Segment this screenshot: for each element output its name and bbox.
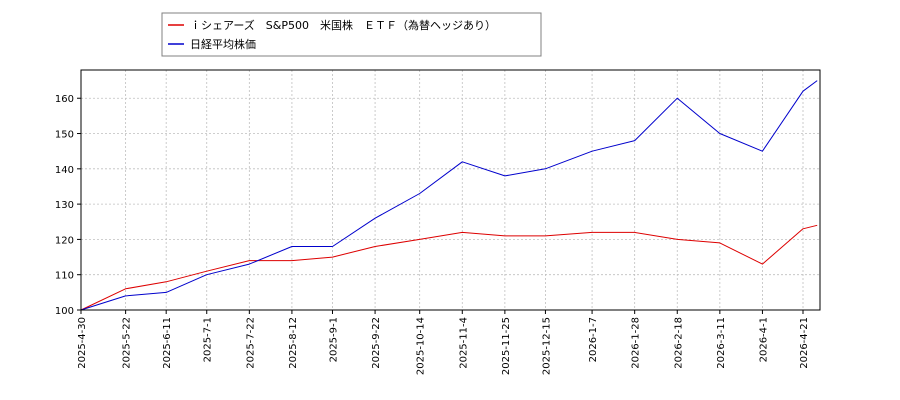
x-tick-label-10: 2025-11-25	[501, 317, 512, 375]
x-tick-label-17: 2026-4-21	[799, 317, 810, 369]
legend: ｉシェアーズ S&P500 米国株 ＥＴＦ（為替ヘッジあり） 日経平均株価	[161, 12, 542, 57]
x-tick-label-0: 2025-4-30	[77, 317, 88, 369]
series-line-2	[80, 80, 818, 311]
legend-label-series-1: ｉシェアーズ S&P500 米国株 ＥＴＦ（為替ヘッジあり）	[190, 18, 496, 32]
x-tick-label-1: 2025-5-22	[122, 317, 133, 369]
x-tick-label-8: 2025-10-14	[416, 317, 427, 375]
x-tick-label-15: 2026-3-11	[716, 317, 727, 369]
y-axis: 100 110 120 130 140 150 160	[55, 94, 81, 317]
x-tick-label-9: 2025-11-4	[458, 317, 469, 369]
legend-box	[161, 12, 542, 57]
x-tick-label-13: 2026-1-28	[631, 317, 642, 369]
y-tick-label-3: 130	[55, 200, 74, 211]
x-tick-label-4: 2025-7-22	[245, 317, 256, 369]
plot-frame	[80, 69, 821, 311]
y-tick-label-2: 120	[55, 235, 74, 246]
legend-label-series-2: 日経平均株価	[190, 37, 256, 51]
grid	[80, 70, 820, 311]
x-tick-label-12: 2026-1-7	[588, 317, 599, 362]
plot-area	[81, 70, 820, 310]
x-axis: 2025-4-30 2025-5-22 2025-6-11 2025-7-1 2025-…	[77, 310, 810, 375]
x-tick-label-6: 2025-9-1	[328, 317, 339, 362]
x-tick-label-3: 2025-7-1	[203, 317, 214, 362]
series-group	[80, 80, 818, 311]
y-tick-label-4: 140	[55, 165, 74, 176]
y-tick-label-1: 110	[55, 271, 74, 282]
x-tick-label-2: 2025-6-11	[162, 317, 173, 369]
x-tick-label-16: 2026-4-1	[758, 317, 769, 362]
series-line-1	[80, 224, 818, 311]
y-tick-label-0: 100	[55, 306, 74, 317]
x-tick-label-11: 2025-12-15	[541, 317, 552, 375]
y-tick-label-6: 160	[55, 94, 74, 105]
y-tick-label-5: 150	[55, 130, 74, 141]
x-tick-label-5: 2025-8-12	[288, 317, 299, 369]
x-tick-label-14: 2026-2-18	[673, 317, 684, 369]
x-tick-label-7: 2025-9-22	[371, 317, 382, 369]
